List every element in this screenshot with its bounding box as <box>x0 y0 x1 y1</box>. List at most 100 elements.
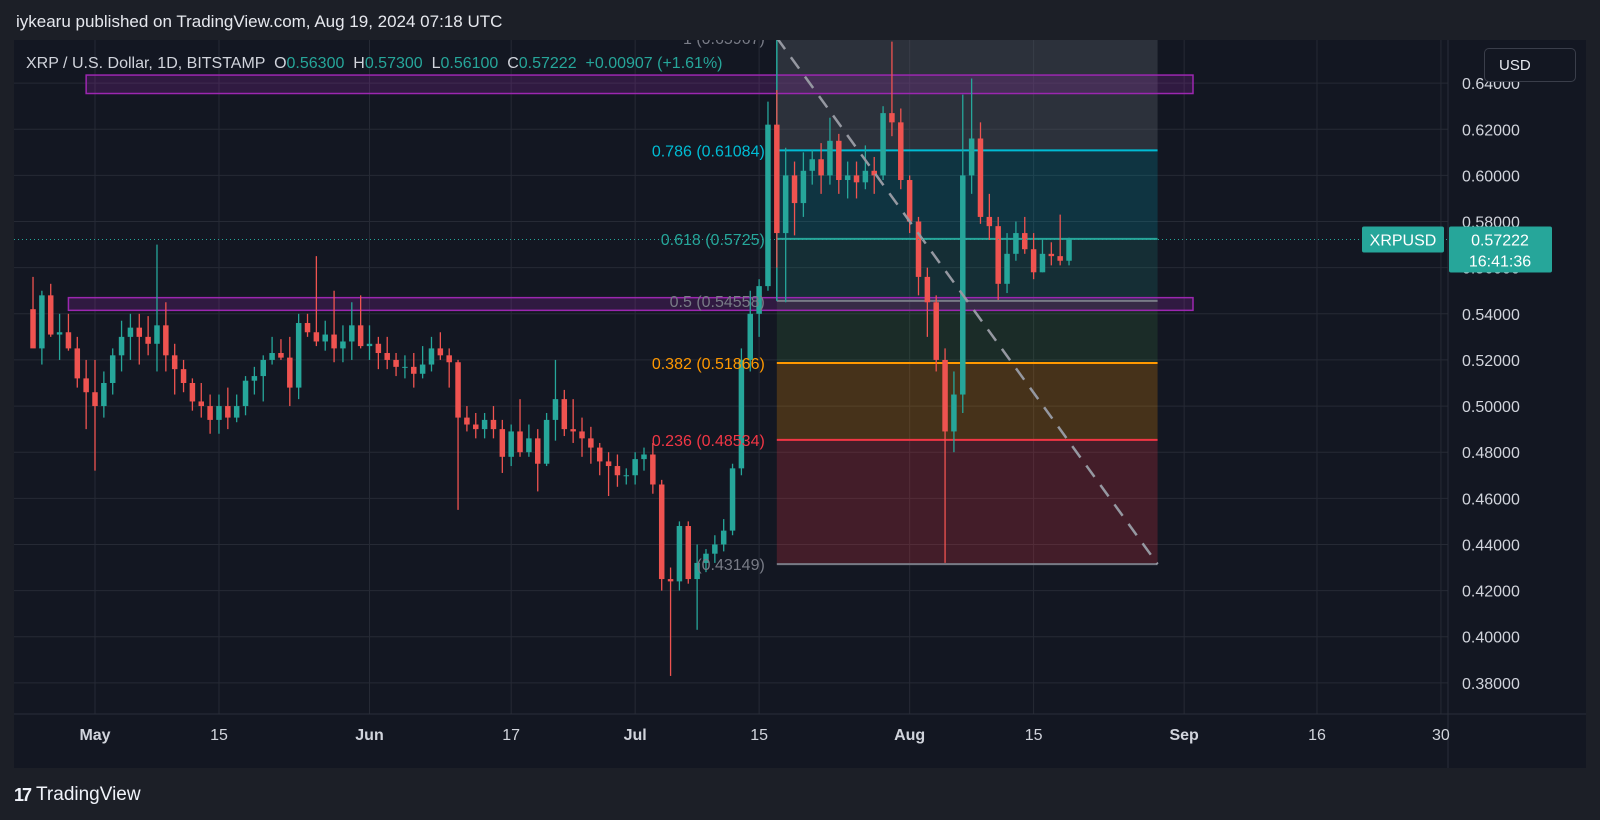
candle-body <box>287 357 293 388</box>
candle-body <box>862 170 869 183</box>
close-value: 0.57222 <box>519 55 586 72</box>
price-tick-label: 0.62000 <box>1462 122 1520 139</box>
candle-body <box>490 419 497 430</box>
time-tick-label: 15 <box>1025 727 1043 744</box>
fib-level-label: 0.236 (0.48534) <box>652 433 765 450</box>
candle-body <box>304 323 311 333</box>
candle-body <box>1013 233 1019 254</box>
candle-body <box>101 382 107 407</box>
symbol-title: XRP / U.S. Dollar, 1D, BITSTAMP <box>26 55 274 72</box>
high-label: H <box>353 55 365 72</box>
candle-body <box>278 353 284 358</box>
candle-body <box>570 429 576 432</box>
candle-body <box>242 380 249 407</box>
candle-body <box>968 138 975 176</box>
candle-body <box>366 343 373 347</box>
candle-body <box>596 447 603 462</box>
close-label: C <box>507 55 519 72</box>
candle-body <box>464 417 470 425</box>
candle-body <box>473 424 479 430</box>
open-value: 0.56300 <box>287 55 354 72</box>
time-tick-label: 16 <box>1308 727 1326 744</box>
candle-body <box>65 332 72 349</box>
time-tick-label: Aug <box>894 727 925 744</box>
fib-level-label: 0.618 (0.5725) <box>661 232 765 249</box>
candle-body <box>1004 253 1010 284</box>
candle-body <box>189 382 196 402</box>
candle-body <box>915 221 922 277</box>
ohlc-legend[interactable]: XRP / U.S. Dollar, 1D, BITSTAMP O0.56300… <box>26 55 723 72</box>
candle-body <box>703 553 709 563</box>
candle-body <box>499 429 506 457</box>
candle-body <box>836 140 842 181</box>
footer <box>0 772 1600 820</box>
fib-level-label: 1 (0.65967) <box>683 40 765 48</box>
candle-body <box>384 353 390 360</box>
candle-body <box>579 431 585 439</box>
last-price-symbol-tag <box>1362 226 1444 253</box>
candle-body <box>712 544 718 554</box>
candle-body <box>109 355 116 383</box>
time-tick-label: 17 <box>502 727 520 744</box>
candle-body <box>428 348 435 365</box>
last-price-value: 0.57222 <box>1471 232 1529 249</box>
candle-body <box>1048 253 1055 257</box>
candle-body <box>995 226 1001 284</box>
candle-body <box>756 286 762 314</box>
price-tick-label: 0.54000 <box>1462 307 1520 324</box>
candle-body <box>844 175 851 181</box>
fib-zone <box>776 238 1158 301</box>
candle-body <box>774 124 780 234</box>
publish-header: iykearu published on TradingView.com, Au… <box>0 0 1600 42</box>
tradingview-logo-text: TradingView <box>36 784 141 805</box>
candle-body <box>39 295 45 349</box>
chart-pane[interactable]: 1 (0.65967) 0.786 (0.61084) 0.618 (0.5725)… <box>14 40 1586 768</box>
candle-body <box>180 369 187 383</box>
time-tick-label: Jun <box>355 727 383 744</box>
candle-body <box>605 461 612 467</box>
candle-body <box>543 419 550 464</box>
price-tick-label: 0.40000 <box>1462 630 1520 647</box>
tradingview-logo-icon: 17 <box>14 784 32 805</box>
price-tick-label: 0.46000 <box>1462 491 1520 508</box>
currency-button[interactable]: USD <box>1484 48 1576 82</box>
fib-zone <box>776 40 1158 151</box>
candle-body <box>853 175 860 183</box>
candle-body <box>56 332 63 335</box>
candle-body <box>632 459 638 476</box>
candle-body <box>765 124 771 287</box>
price-chart[interactable]: 1 (0.65967) 0.786 (0.61084) 0.618 (0.5725)… <box>14 40 1586 768</box>
candle-body <box>1022 233 1028 250</box>
candle-body <box>163 325 169 356</box>
candle-body <box>1057 256 1063 261</box>
candle-body <box>207 406 213 420</box>
candle-body <box>667 579 674 582</box>
candle-body <box>552 399 559 420</box>
candle-body <box>127 327 134 337</box>
candle-body <box>481 419 488 430</box>
candle-body <box>526 438 532 453</box>
candle-body <box>340 341 346 349</box>
tradingview-logo[interactable]: 17 TradingView <box>14 784 141 806</box>
candle-body <box>171 355 178 370</box>
candle-body <box>986 216 993 227</box>
candle-body <box>402 366 408 368</box>
candle-body <box>47 295 54 335</box>
bar-countdown: 16:41:36 <box>1469 253 1531 270</box>
price-tick-label: 0.44000 <box>1462 537 1520 554</box>
candle-body <box>30 309 36 349</box>
candle-body <box>295 323 302 388</box>
candle-body <box>136 327 143 337</box>
resistance-zone-2[interactable] <box>67 296 1194 312</box>
candle-body <box>942 359 948 432</box>
resistance-zone-1[interactable] <box>85 74 1194 95</box>
time-tick-label: May <box>79 727 110 744</box>
candle-body <box>809 159 815 171</box>
candle-body <box>446 355 452 363</box>
last-price-symbol-text: XRPUSD <box>1370 232 1437 249</box>
candle-body <box>517 431 523 453</box>
candle-body <box>260 359 266 377</box>
fib-zone <box>776 439 1158 565</box>
candle-body <box>419 364 426 374</box>
fib-level-label: 0.382 (0.51866) <box>652 356 765 373</box>
